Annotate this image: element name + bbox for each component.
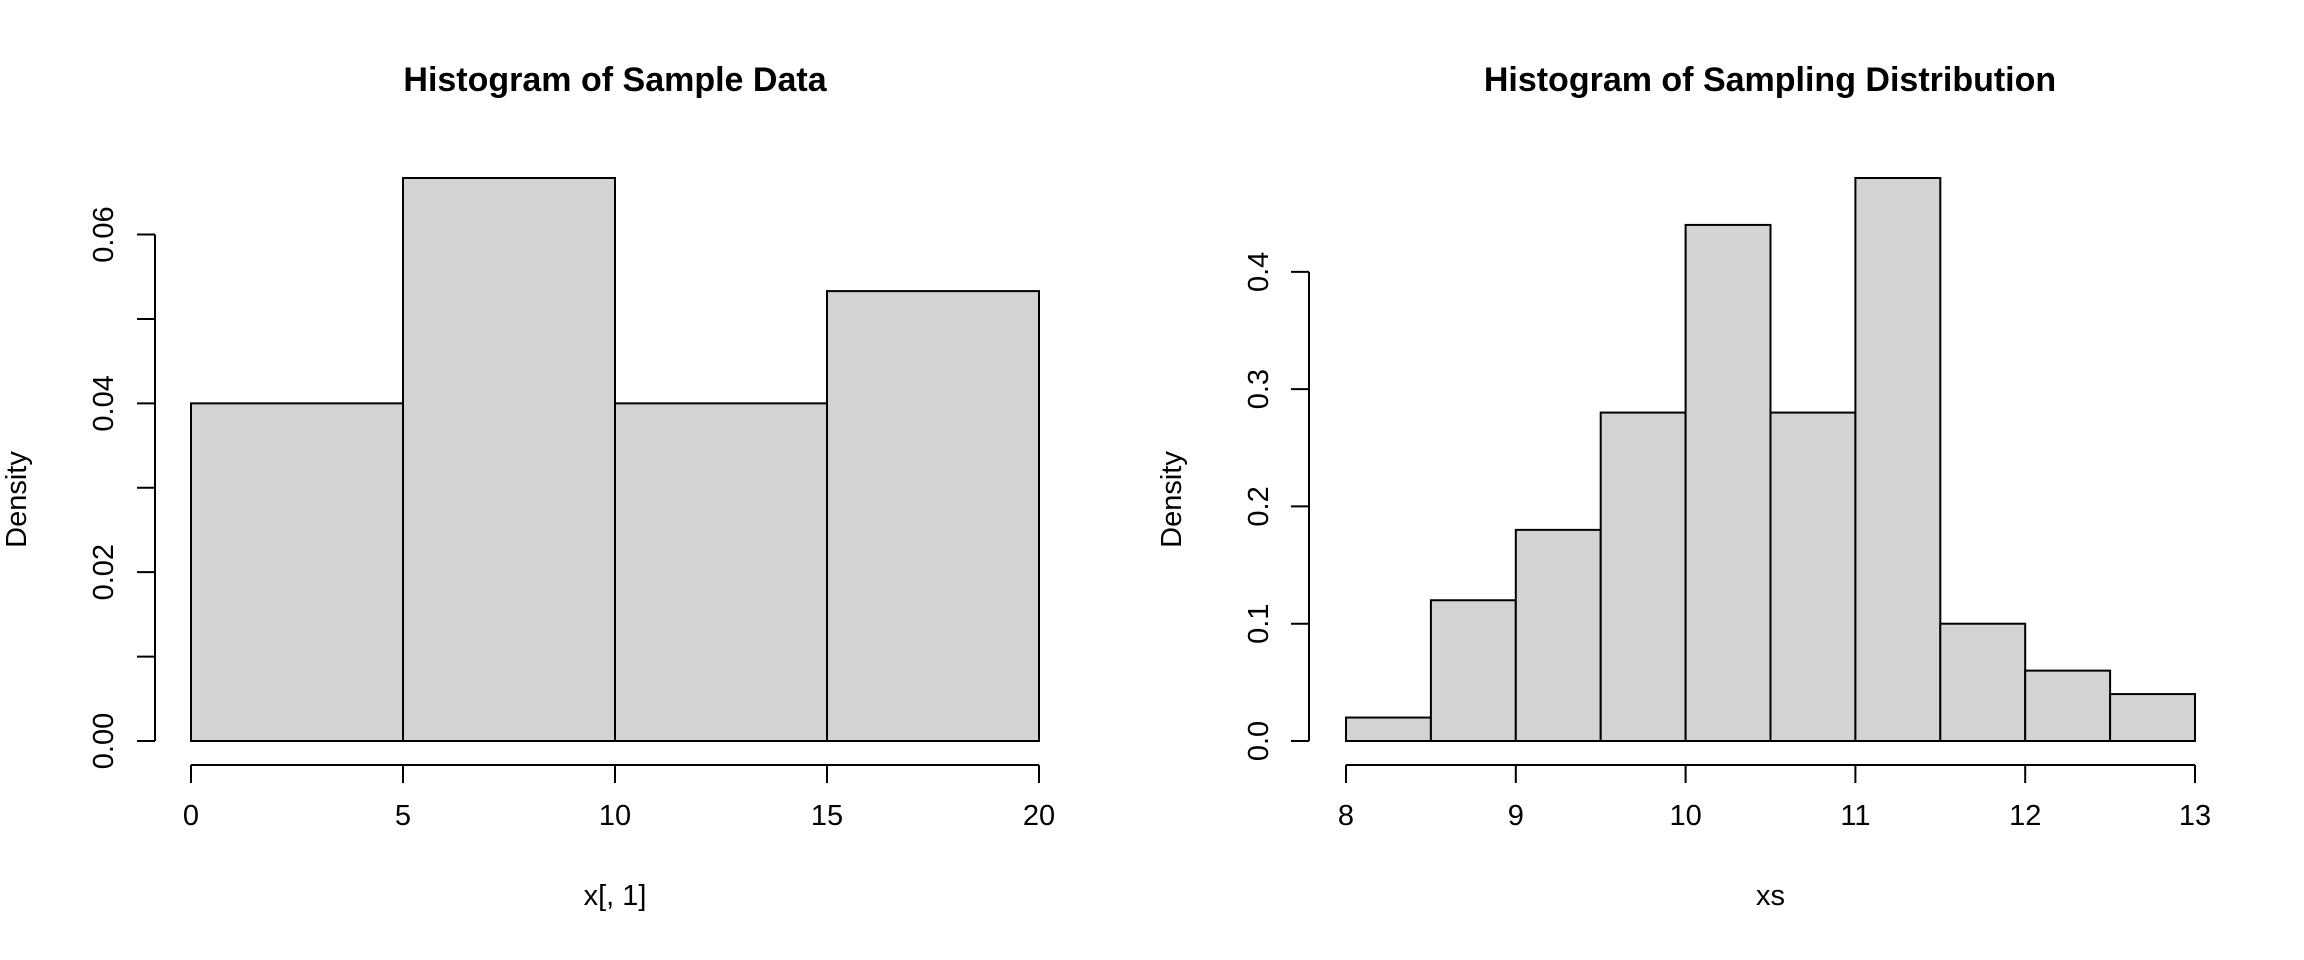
histogram-bar	[1345, 716, 1432, 743]
y-tick-label: 0.4	[1243, 252, 1275, 292]
histogram-bar	[402, 177, 616, 742]
x-axis-label: xs	[1756, 880, 1785, 912]
x-tick-label: 13	[2179, 800, 2211, 832]
histogram-bar	[1429, 599, 1517, 742]
x-tick-label: 10	[599, 800, 631, 832]
y-tick-label: 0.02	[88, 544, 120, 600]
histogram-bar	[826, 290, 1040, 742]
histogram-panel-1: Histogram of Sample Data 0 5 10 15 20 x[, 1] 0.…	[1, 61, 1055, 912]
histogram-bar	[2024, 669, 2112, 742]
chart-title: Histogram of Sample Data	[403, 61, 827, 99]
histogram-bar	[1854, 177, 1942, 742]
histogram-bar	[1599, 411, 1687, 742]
histogram-bar	[190, 402, 404, 742]
histogram-bar	[1514, 528, 1602, 742]
histogram-panel-2: Histogram of Sampling Distribution 8 9 10 11…	[1156, 61, 2211, 912]
x-axis-label: x[, 1]	[584, 880, 647, 912]
histogram-bar	[2109, 693, 2197, 742]
histogram-bar	[614, 402, 828, 742]
x-tick-label: 0	[183, 800, 199, 832]
histogram-bar	[1769, 411, 1857, 742]
x-tick-label: 5	[395, 800, 411, 832]
x-tick-label: 12	[2009, 800, 2041, 832]
x-tick-label: 8	[1338, 800, 1354, 832]
x-tick-label: 15	[811, 800, 843, 832]
x-tick-label: 11	[1840, 800, 1870, 832]
y-axis-label: Density	[1, 451, 33, 548]
x-tick-label: 20	[1023, 800, 1055, 832]
y-tick-label: 0.3	[1243, 369, 1275, 409]
histogram-bar	[1684, 223, 1772, 742]
y-tick-label: 0.00	[88, 713, 120, 769]
chart-title: Histogram of Sampling Distribution	[1484, 61, 2056, 99]
x-tick-label: 10	[1669, 800, 1701, 832]
y-tick-label: 0.1	[1243, 604, 1275, 644]
y-tick-label: 0.0	[1243, 721, 1275, 761]
x-tick-label: 9	[1508, 800, 1524, 832]
histogram-bar	[1939, 622, 2027, 742]
y-axis-label: Density	[1156, 451, 1188, 548]
y-tick-label: 0.04	[88, 375, 120, 431]
y-tick-label: 0.06	[88, 206, 120, 262]
y-tick-label: 0.2	[1243, 486, 1275, 526]
